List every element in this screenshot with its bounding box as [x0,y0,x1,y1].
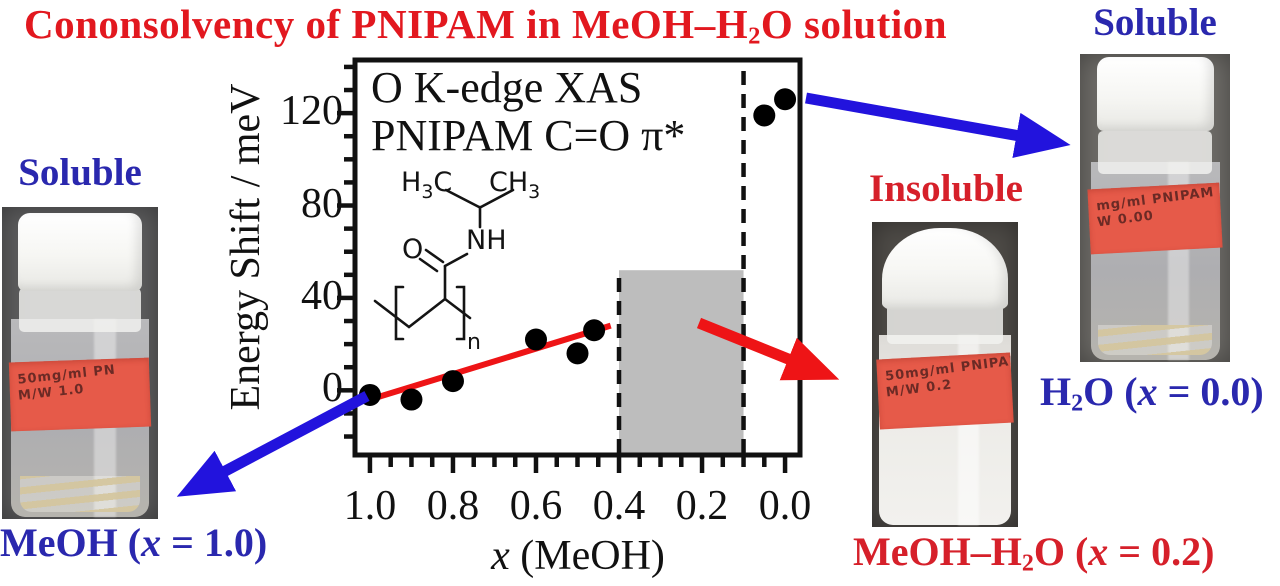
x-axis-title-rest: (MeOH) [509,533,665,579]
status-label-meoh: Soluble [18,151,142,194]
repeat-bracket-right [455,285,466,341]
data-point [400,388,423,411]
plot-area [337,57,803,473]
bond-c-o-1 [424,248,445,264]
repeat-bracket-left [394,285,405,341]
label-repeat-n: n [467,330,481,355]
data-point [441,370,464,393]
x-tick-label: 1.0 [343,483,397,529]
status-label-water: Soluble [1093,1,1217,44]
vial-plug [19,288,141,332]
chart-annotation-technique: O K-edge XAS [371,63,643,112]
label-nh: NH [466,225,507,256]
label-o: O [402,234,423,265]
backbone-left [373,297,447,329]
backbone-right [443,297,472,320]
figure-title: Cononsolvency of PNIPAM in MeOH–H2O solu… [24,0,1024,51]
x-axis-title-variable: x [491,533,510,579]
vial-photo-meoh: 50mg/ml PN M/W 1.0 [2,207,158,519]
vial-residue [1098,325,1212,355]
annotation-arrows [176,92,1071,497]
figure-title-text-end: O solution [760,1,948,47]
x-tick-label: 0.0 [758,483,812,529]
vial-label-mix: 50mg/ml PNIPAM M/W 0.2 [876,352,1014,430]
x-tick-label: 0.8 [426,483,480,529]
label-ch3: CH3 [489,167,540,203]
vial-cap [17,213,143,292]
pnipam-structure: H3C CH3 O NH n [373,167,540,355]
data-point [524,328,547,351]
y-tick-label: 40 [301,272,343,319]
arrow-to-water-vial [805,92,1071,158]
x-tick-label: 0.2 [675,483,729,529]
caption-meoh: MeOH (x = 1.0) [0,520,268,565]
insoluble-shaded-region [619,270,744,453]
vial-cap [882,228,1008,311]
bond-nh-c [443,252,469,268]
y-tick-label: 80 [301,180,343,227]
arrow-to-meoh-vial [176,391,370,497]
caption-water: H2O (x = 0.0) [1040,369,1264,417]
x-tick-label: 0.4 [592,483,646,529]
chart-annotation-orbital: PNIPAM C=O π* [371,111,686,160]
x-tick-label: 0.6 [509,483,563,529]
vial-plug [886,304,1004,344]
label-h3c: H3C [401,167,452,203]
vial-cap [1096,57,1214,131]
vial-photo-mix: 50mg/ml PNIPAM M/W 0.2 [872,222,1018,527]
bond-ch3-ch [479,188,515,209]
arrow-to-mix-vial [696,317,840,381]
vial-label-meoh: 50mg/ml PN M/W 1.0 [8,357,152,431]
data-point [583,319,606,342]
vial-photo-water: mg/ml PNIPAM W 0.00 [1080,54,1230,362]
data-point [774,88,797,111]
y-tick-label: 120 [280,88,343,135]
vial-label-water: mg/ml PNIPAM W 0.00 [1087,183,1223,255]
figure-title-subscript: 2 [748,22,761,50]
figure-title-text: Cononsolvency of PNIPAM in MeOH–H [24,1,749,47]
status-label-mix: Insoluble [869,167,1023,210]
vial-plug [1098,131,1212,175]
bond-c-o-2 [418,257,439,273]
x-axis-title: x (MeOH) [428,532,728,580]
data-point [753,104,776,127]
caption-mix: MeOH–H2O (x = 0.2) [853,529,1215,577]
data-point [566,342,589,365]
y-tick-label: 0 [322,365,343,412]
linear-fit-line [369,322,612,403]
vial-residue [19,476,141,512]
plot-frame [352,57,803,458]
bond-h3c-ch [444,188,481,209]
